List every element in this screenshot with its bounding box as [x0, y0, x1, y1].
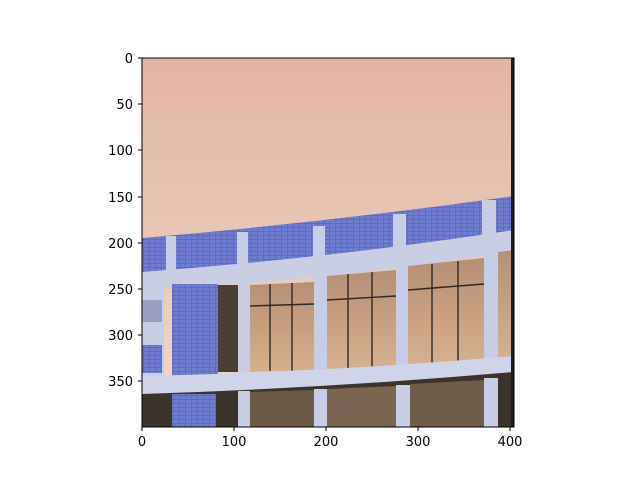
x-tick-label: 100	[222, 435, 247, 450]
y-axis	[138, 57, 142, 382]
x-tick-label: 300	[406, 435, 431, 450]
photo-image	[142, 58, 514, 427]
y-tick-label: 350	[108, 375, 133, 390]
y-tick-label: 250	[108, 283, 133, 298]
x-tick-label: 400	[498, 435, 523, 450]
y-tick-label: 0	[125, 52, 133, 67]
x-tick-label: 200	[314, 435, 339, 450]
y-tick-label: 50	[116, 98, 133, 113]
y-tick-label: 150	[108, 191, 133, 206]
y-tick-label: 300	[108, 329, 133, 344]
y-tick-label: 100	[108, 144, 133, 159]
x-axis	[141, 427, 511, 431]
y-tick-label: 200	[108, 237, 133, 252]
x-tick-label: 0	[138, 435, 146, 450]
